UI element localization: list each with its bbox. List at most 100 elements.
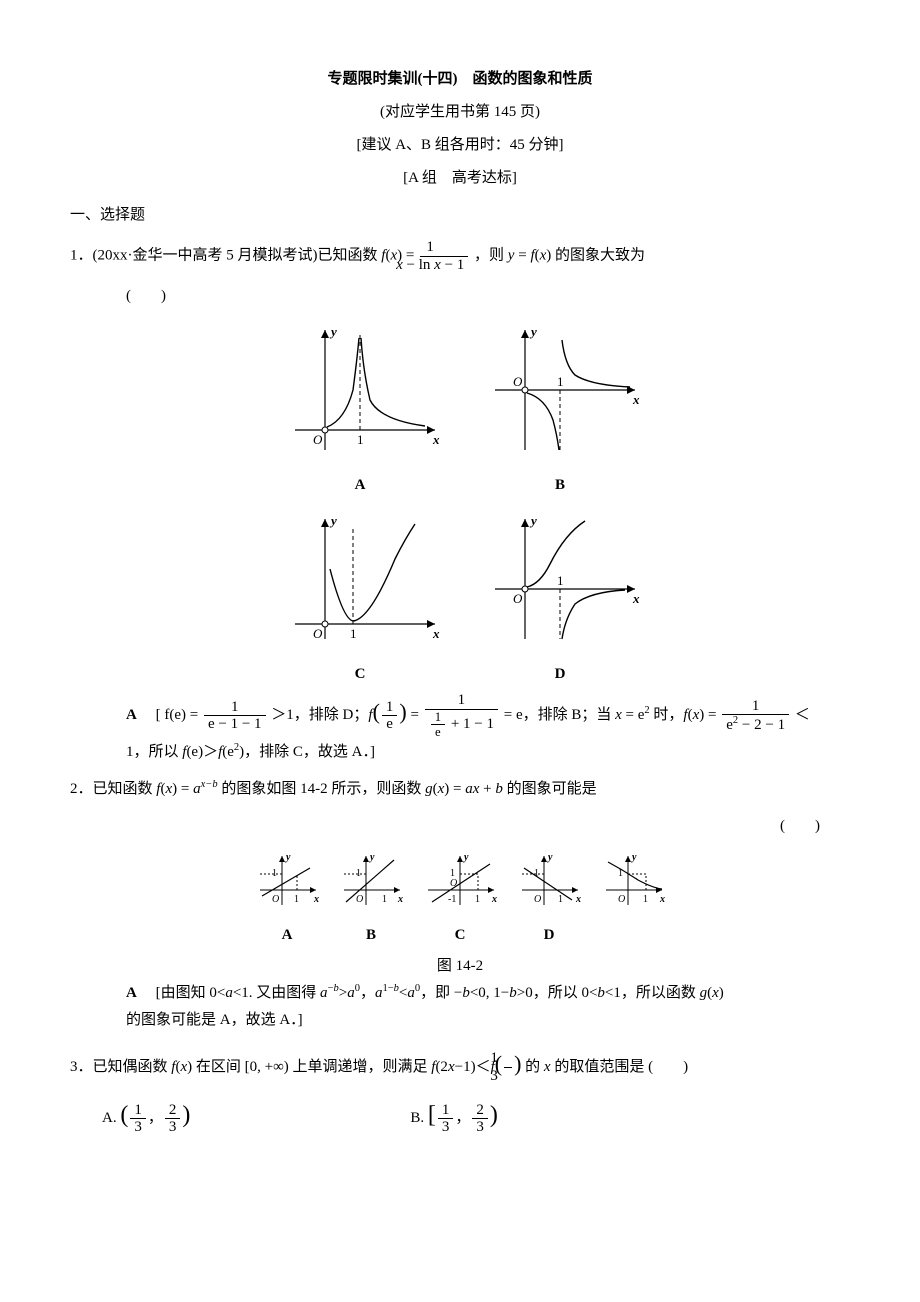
q2-graphs-row: Oxy 1 1 A Oxy 1 1 B -1Oxy 1 1 (70, 850, 850, 949)
svg-text:x: x (491, 894, 497, 905)
frac-num: 1 (420, 239, 468, 257)
sol-frac2: 1 1e + 1 − 1 (425, 692, 498, 739)
svg-text:x: x (575, 894, 581, 905)
q1-graph-B: O x y 1 B (475, 320, 645, 499)
question-3: 3．已知偶函数 f(x) 在区间 [0, +∞) 上单调递增，则满足 f(2x−… (70, 1044, 850, 1085)
frac-den: 3 (438, 1119, 454, 1136)
q2-graph-fig: Oxy 1 1 (598, 850, 668, 949)
q1-fraction: 1 x − ln x − 1 (420, 239, 468, 273)
graph-label-B: B (336, 922, 406, 949)
opt-label: B. (410, 1110, 424, 1126)
svg-text:1: 1 (450, 868, 455, 879)
svg-text:1: 1 (357, 432, 364, 447)
svg-text:O: O (313, 626, 323, 641)
svg-text:x: x (397, 894, 403, 905)
frac-den: e2 − 2 − 1 (722, 715, 789, 734)
q1-graph-D: O x y 1 D (475, 509, 645, 688)
q1-solution-line1: A [ f(e) = 1 e − 1 − 1 ＞1，排除 D；f(1e) = 1… (70, 692, 850, 739)
frac-num: 1 (438, 1102, 454, 1120)
question-2: 2．已知函数 f(x) = ax−b 的图象如图 14-2 所示，则函数 g(x… (70, 776, 850, 803)
q3-prefix: 3． (70, 1059, 93, 1075)
svg-text:1: 1 (350, 626, 357, 641)
q1-graphs-row2: O x y 1 C O x y 1 D (70, 509, 850, 688)
svg-text:y: y (529, 324, 537, 339)
svg-text:y: y (463, 852, 469, 863)
question-1: 1．(20xx·金华一中高考 5 月模拟考试)已知函数 f(x) = 1 x −… (70, 239, 850, 273)
q2-graph-B: Oxy 1 1 B (336, 850, 406, 949)
frac-num: 1 (382, 699, 398, 717)
frac-den: 3 (130, 1119, 146, 1136)
svg-text:x: x (632, 392, 640, 407)
svg-text:O: O (356, 894, 363, 905)
q1-graph-A: O x y 1 A (275, 320, 445, 499)
svg-text:1: 1 (475, 894, 480, 905)
q3-text-b: 的 x 的取值范围是 ( ) (521, 1059, 688, 1075)
q2-prefix: 2． (70, 781, 93, 797)
frac-den: 3 (504, 1068, 512, 1085)
svg-text:O: O (534, 894, 541, 905)
q2-graph-A: Oxy 1 1 A (252, 850, 322, 949)
svg-text:O: O (513, 374, 523, 389)
q2-blank-paren: ( ) (70, 813, 850, 840)
q1-source: (20xx·金华一中高考 5 月模拟考试)已知函数 (93, 247, 382, 263)
frac-num: 1 (425, 692, 498, 710)
subtitle-time: [建议 A、B 组各用时：45 分钟] (70, 132, 850, 159)
frac-text: + 1 − 1 (447, 716, 494, 732)
svg-text:O: O (513, 591, 523, 606)
q2-graph-D: Oxy 1 1 D (514, 850, 584, 949)
frac-den: e (431, 725, 445, 739)
q2-solution: A [由图知 0<a<1. 又由图得 a−b>a0，a1−b<a0，即 −b<0… (70, 980, 850, 1007)
svg-text:x: x (432, 432, 440, 447)
q3-text: 已知偶函数 f(x) 在区间 [0, +∞) 上单调递增，则满足 f(2x−1)… (93, 1059, 495, 1075)
q3-options: A. (13，23) B. [13，23) (70, 1094, 850, 1137)
subtitle-group: [A 组 高考达标] (70, 165, 850, 192)
q2-text: 已知函数 f(x) = ax−b 的图象如图 14-2 所示，则函数 g(x) … (93, 781, 597, 797)
frac-den: 3 (472, 1119, 488, 1136)
svg-text:1: 1 (557, 374, 564, 389)
svg-text:1: 1 (558, 894, 563, 905)
sol-frac3: 1 e2 − 2 − 1 (722, 698, 789, 734)
sol-text: [ f(e) = (156, 707, 199, 723)
frac-num: 1 (722, 698, 789, 716)
sol-arg-frac: 1e (382, 699, 398, 733)
svg-text:y: y (529, 513, 537, 528)
q1-graphs-row1: O x y 1 A O x y 1 (70, 320, 850, 499)
frac-num: 2 (165, 1102, 181, 1120)
q2-solution-2: 的图象可能是 A，故选 A．] (70, 1007, 850, 1034)
sol-text: = e，排除 B；当 x = e2 时，f(x) = (504, 707, 717, 723)
svg-text:1: 1 (557, 573, 564, 588)
q1-solution-line2: 1，所以 f(e)＞f(e2)，排除 C，故选 A．] (70, 739, 850, 766)
figure-caption: 图 14-2 (70, 953, 850, 980)
graph-label-C: C (420, 922, 500, 949)
graph-label-C: C (275, 661, 445, 688)
graph-label-B: B (475, 472, 645, 499)
svg-text:y: y (329, 324, 337, 339)
frac-num: 1 (504, 1050, 512, 1068)
q1-blank-paren: ( ) (70, 283, 850, 310)
main-title: 专题限时集训(十四) 函数的图象和性质 (70, 66, 850, 93)
frac-den: e (382, 716, 398, 733)
q3-arg-frac: 13 (504, 1050, 512, 1084)
frac-num: 1 (431, 710, 445, 725)
svg-text:-1: -1 (448, 894, 456, 905)
svg-text:y: y (631, 852, 637, 863)
svg-text:y: y (369, 852, 375, 863)
q2-sol-text: [由图知 0<a<1. 又由图得 a−b>a0，a1−b<a0，即 −b<0, … (156, 985, 724, 1001)
frac-den: 1e + 1 − 1 (425, 710, 498, 739)
svg-text:x: x (432, 626, 440, 641)
graph-label-fig (598, 920, 668, 947)
svg-text:1: 1 (382, 894, 387, 905)
sol-text: ＜ (795, 707, 810, 723)
graph-label-A: A (275, 472, 445, 499)
frac-num: 2 (472, 1102, 488, 1120)
sol-text: ＞1，排除 D；f (271, 707, 372, 723)
svg-text:O: O (272, 894, 279, 905)
graph-label-A: A (252, 922, 322, 949)
frac-den: 3 (165, 1119, 181, 1136)
frac-den: x − ln x − 1 (420, 257, 468, 274)
svg-text:y: y (329, 513, 337, 528)
subtitle-page: (对应学生用书第 145 页) (70, 99, 850, 126)
svg-text:O: O (313, 432, 323, 447)
q1-prefix: 1． (70, 247, 93, 263)
svg-text:x: x (632, 591, 640, 606)
